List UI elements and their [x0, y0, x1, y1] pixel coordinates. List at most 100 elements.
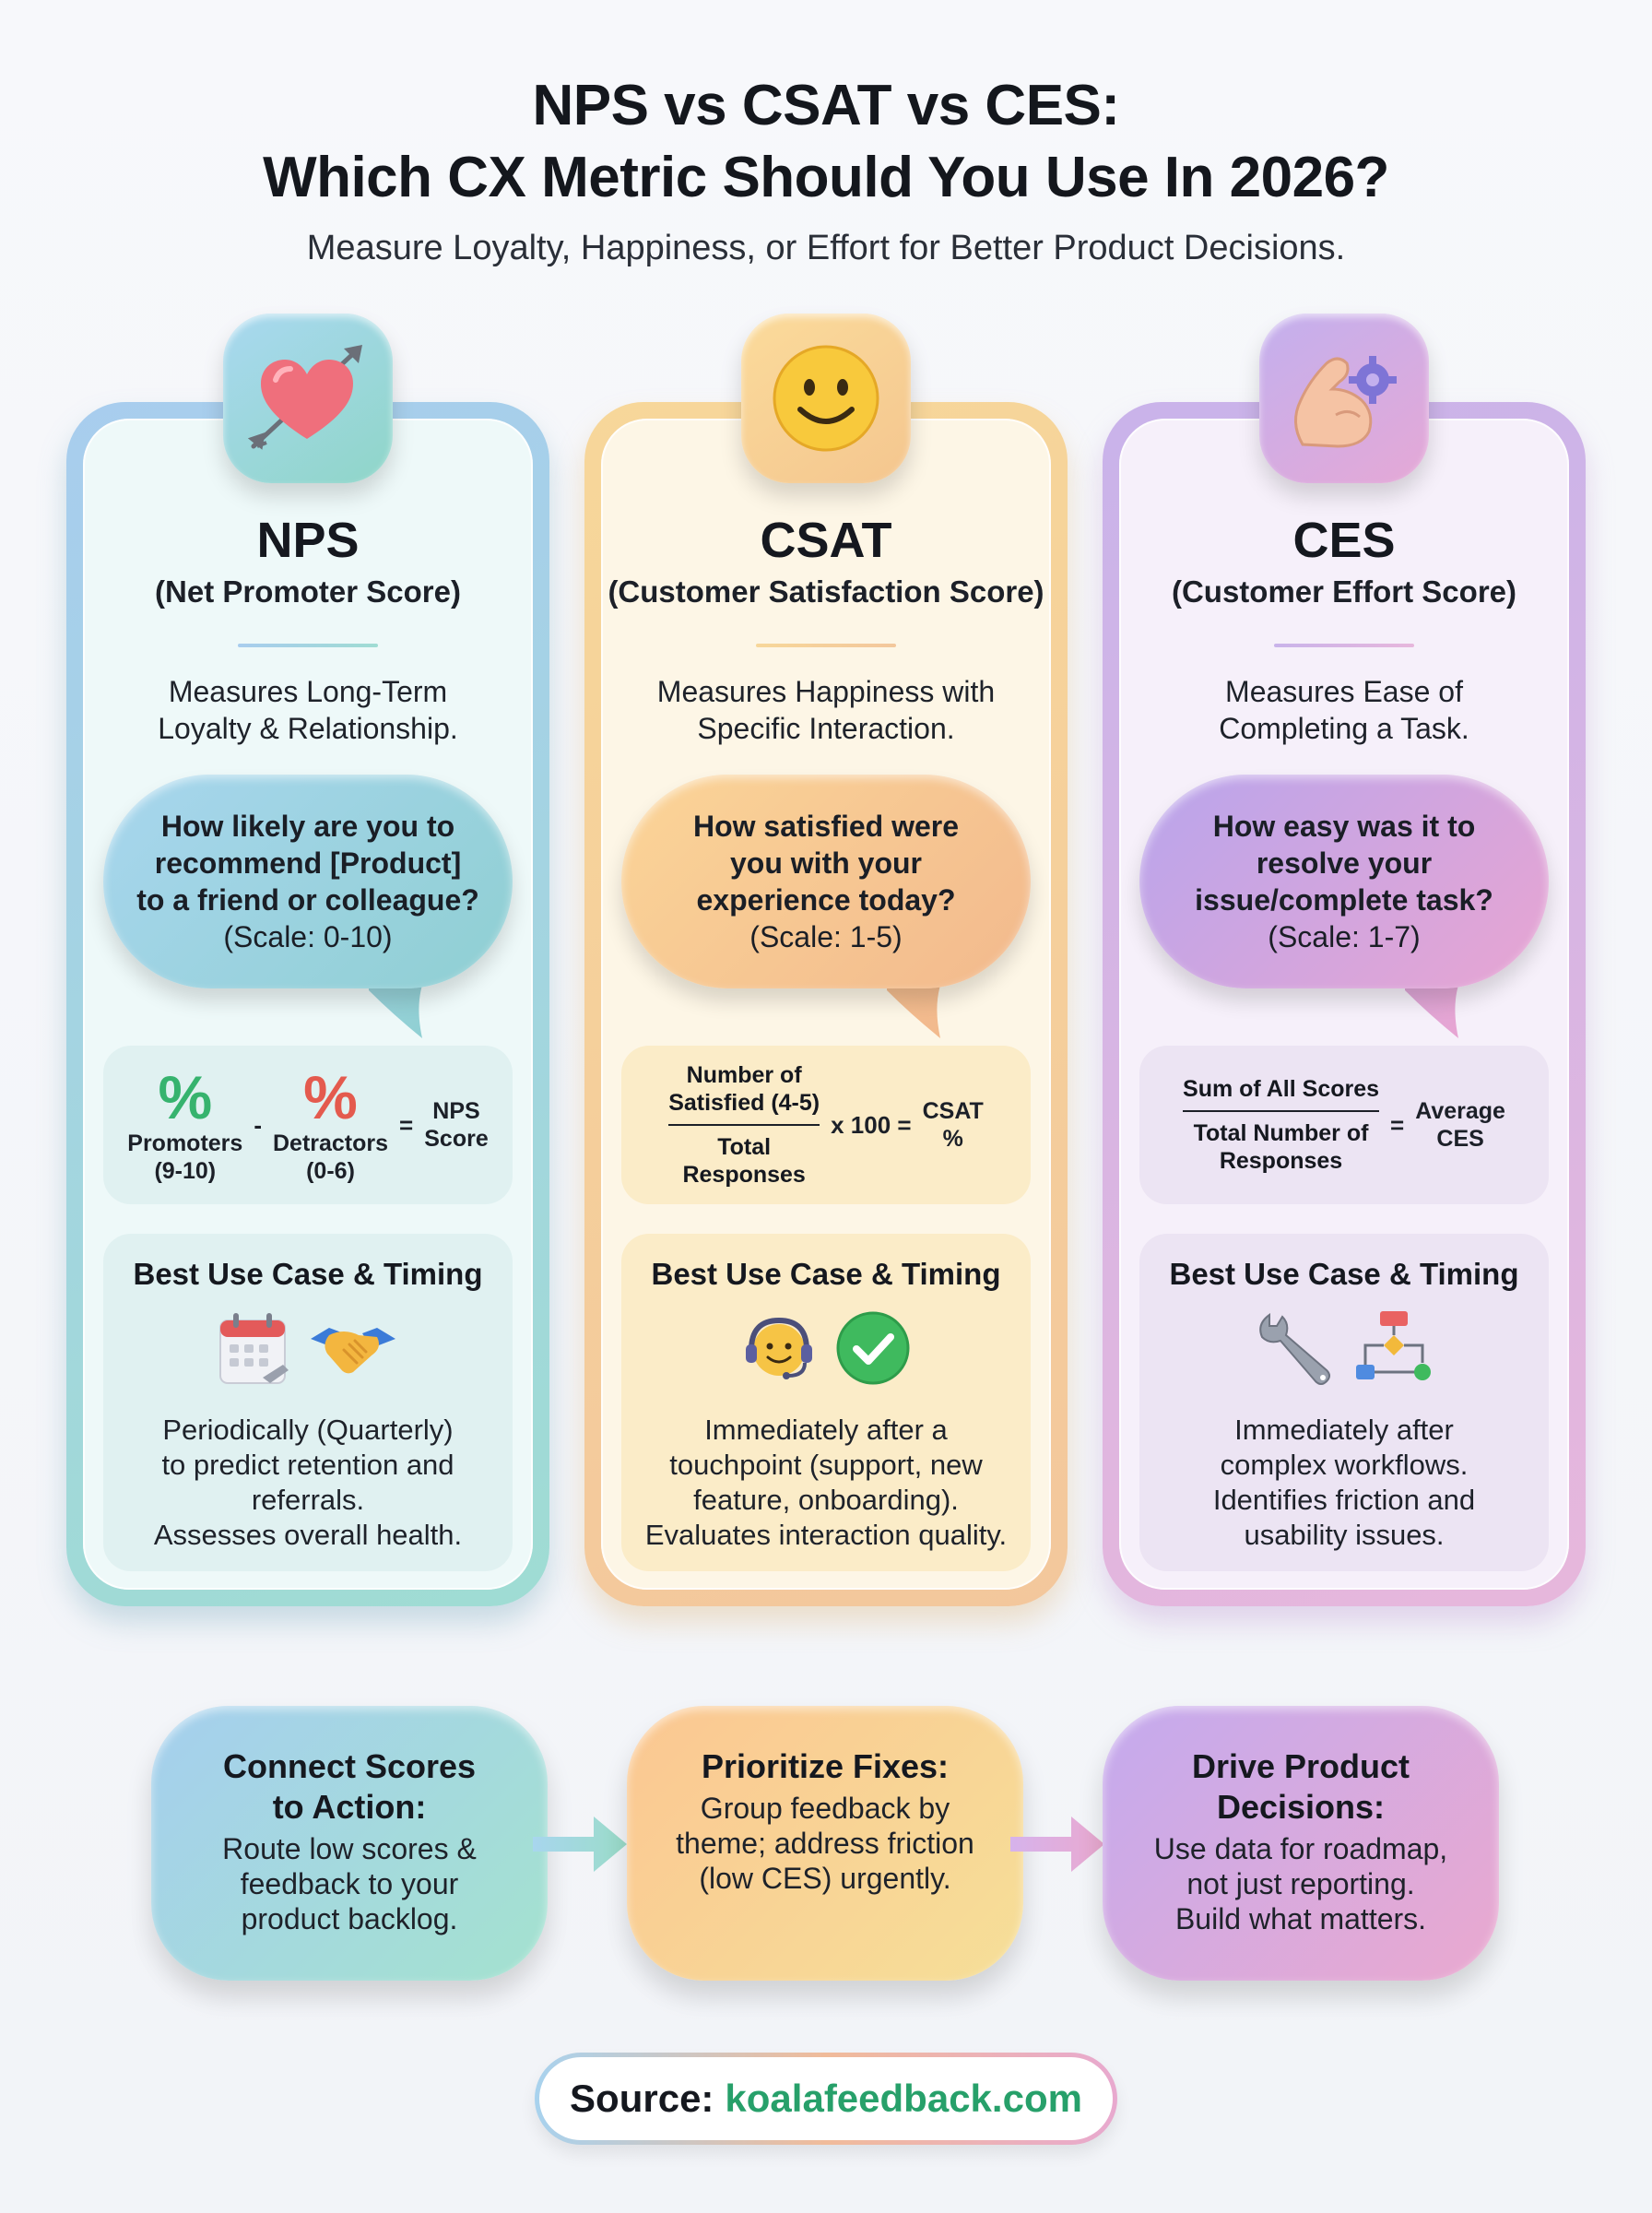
title-line-2: Which CX Metric Should You Use In 2026? — [263, 146, 1389, 209]
csat-question: How satisfied were you with your experie… — [693, 808, 959, 955]
ces-question-line: How easy was it to — [1212, 810, 1476, 843]
ces-usecase: Best Use Case & Timing — [1139, 1234, 1549, 1571]
nps-usecase: Best Use Case & Timing — [103, 1234, 513, 1571]
handshake-icon — [311, 1328, 395, 1374]
csat-formula: Number of Satisfied (4-5) Total Response… — [621, 1046, 1031, 1204]
csat-denominator-line: Responses — [682, 1162, 806, 1188]
csat-usecase-line: Evaluates interaction quality. — [644, 1519, 1008, 1551]
nps-question-bubble: How likely are you to recommend [Product… — [103, 775, 513, 988]
ces-result: Average CES — [1415, 1097, 1505, 1153]
nps-card: NPS (Net Promoter Score) Measures Long-T… — [83, 419, 533, 1590]
ces-full-name: (Customer Effort Score) — [1171, 574, 1517, 609]
csat-usecase-icons — [621, 1306, 1031, 1391]
csat-question-bubble: How satisfied were you with your experie… — [621, 775, 1031, 988]
csat-badge — [741, 314, 911, 483]
step-3-text-line: not just reporting. — [1186, 1867, 1415, 1900]
step-3-text-line: Build what matters. — [1174, 1902, 1427, 1935]
minus-operator: - — [254, 1110, 262, 1139]
ces-description: Measures Ease of Completing a Task. — [1138, 673, 1551, 747]
nps-usecase-line: to predict retention and — [161, 1449, 454, 1481]
step-connect-scores: Connect Scores to Action: Route low scor… — [151, 1706, 548, 1981]
step-3-title-line: Decisions: — [1216, 1788, 1386, 1826]
nps-usecase-title: Best Use Case & Timing — [133, 1257, 483, 1291]
csat-desc-line: Measures Happiness with — [656, 675, 996, 708]
promoters-term: % Promoters (9-10) — [127, 1065, 242, 1185]
nps-desc-line: Measures Long-Term — [168, 675, 448, 708]
nps-result-line: Score — [424, 1126, 489, 1152]
ces-badge — [1259, 314, 1429, 483]
nps-name: NPS — [256, 513, 360, 568]
source-link[interactable]: koalafeedback.com — [725, 2077, 1082, 2120]
step-1-title-line: to Action: — [272, 1788, 427, 1826]
headset-agent-icon — [746, 1317, 812, 1379]
csat-column: CSAT (Customer Satisfaction Score) Measu… — [584, 402, 1068, 1606]
csat-scale: (Scale: 1-5) — [749, 920, 903, 953]
csat-denominator-line: Total — [717, 1134, 772, 1160]
csat-result: CSAT % — [923, 1097, 984, 1153]
csat-result-line: % — [942, 1126, 963, 1152]
step-1-text-line: feedback to your — [240, 1867, 459, 1900]
ces-result-line: Average — [1415, 1098, 1505, 1124]
detractors-label: Detractors — [272, 1130, 389, 1156]
step-3-title-line: Drive Product — [1191, 1747, 1410, 1785]
csat-denominator: Total Responses — [682, 1126, 805, 1189]
ces-card: CES (Customer Effort Score) Measures Eas… — [1119, 419, 1569, 1590]
ces-question-bubble: How easy was it to resolve your issue/co… — [1139, 775, 1549, 988]
nps-usecase-line: referrals. — [251, 1484, 365, 1516]
detractors-term: % Detractors (0-6) — [273, 1065, 388, 1185]
ces-column: CES (Customer Effort Score) Measures Eas… — [1103, 402, 1586, 1606]
csat-fraction: Number of Satisfied (4-5) Total Response… — [668, 1061, 820, 1189]
csat-desc-line: Specific Interaction. — [697, 712, 955, 745]
nps-question-line: to a friend or colleague? — [136, 883, 479, 917]
step-1-title: Connect Scores to Action: — [151, 1746, 548, 1828]
csat-name: CSAT — [760, 513, 892, 568]
ces-question-line: resolve your — [1256, 846, 1433, 880]
title-line-1: NPS vs CSAT vs CES: — [532, 74, 1120, 137]
ces-name: CES — [1292, 513, 1396, 568]
equals-operator: = — [1390, 1110, 1405, 1139]
ces-scale: (Scale: 1-7) — [1268, 920, 1421, 953]
ces-denominator-line: Responses — [1219, 1148, 1343, 1174]
csat-question-line: you with your — [730, 846, 922, 880]
nps-question-line: How likely are you to — [160, 810, 455, 843]
source-label: Source: — [570, 2077, 714, 2120]
csat-numerator-line: Satisfied (4-5) — [668, 1090, 820, 1116]
ces-usecase-line: complex workflows. — [1220, 1449, 1469, 1481]
workflow-diagram-icon — [1356, 1311, 1431, 1380]
step-1-text-line: Route low scores & — [222, 1832, 477, 1865]
promoters-range: (9-10) — [154, 1158, 217, 1184]
csat-full-name: (Customer Satisfaction Score) — [608, 574, 1044, 609]
step-3-text-line: Use data for roadmap, — [1153, 1832, 1448, 1865]
nps-divider — [238, 644, 378, 647]
csat-card: CSAT (Customer Satisfaction Score) Measu… — [601, 419, 1051, 1590]
promoters-label: Promoters — [127, 1130, 243, 1156]
equals-operator: = — [399, 1110, 414, 1139]
step-3-title: Drive Product Decisions: — [1103, 1746, 1499, 1828]
ces-usecase-line: usability issues. — [1244, 1519, 1445, 1551]
ces-usecase-icons — [1139, 1306, 1549, 1391]
nps-usecase-line: Periodically (Quarterly) — [162, 1414, 454, 1446]
nps-usecase-line: Assesses overall health. — [153, 1519, 463, 1551]
csat-numerator-line: Number of — [686, 1062, 802, 1088]
percent-red-icon: % — [303, 1063, 358, 1131]
header: NPS vs CSAT vs CES: Which CX Metric Shou… — [0, 70, 1652, 269]
calendar-icon — [219, 1313, 289, 1384]
csat-usecase: Best Use Case & Timing — [621, 1234, 1031, 1571]
nps-question-line: recommend [Product] — [154, 846, 462, 880]
arrow-right-icon — [1010, 1817, 1104, 1872]
percent-green-icon: % — [158, 1063, 213, 1131]
step-2-title: Prioritize Fixes: — [627, 1746, 1023, 1787]
step-2-text-line: Group feedback by — [700, 1792, 950, 1825]
nps-desc-line: Loyalty & Relationship. — [158, 712, 458, 745]
step-1-text-line: product backlog. — [241, 1902, 458, 1935]
detractors-range: (0-6) — [306, 1158, 355, 1184]
wrench-icon — [1259, 1313, 1330, 1385]
csat-usecase-title: Best Use Case & Timing — [651, 1257, 1001, 1291]
ces-question: How easy was it to resolve your issue/co… — [1195, 808, 1493, 955]
heart-with-arrow-icon — [248, 345, 362, 450]
ces-numerator-line: Sum of All Scores — [1183, 1076, 1380, 1102]
csat-usecase-line: feature, onboarding). — [693, 1484, 959, 1516]
csat-result-line: CSAT — [922, 1098, 984, 1124]
nps-full-name: (Net Promoter Score) — [155, 574, 461, 609]
